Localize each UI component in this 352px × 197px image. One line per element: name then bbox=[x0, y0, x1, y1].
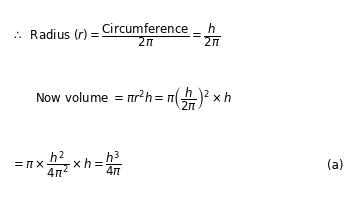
Text: $\therefore\;$ Radius $(r) = \dfrac{\mathrm{Circumference}}{2\pi} = \dfrac{h}{2\: $\therefore\;$ Radius $(r) = \dfrac{\mat… bbox=[11, 22, 220, 49]
Text: $= \pi \times \dfrac{h^2}{4\pi^2} \times h = \dfrac{h^3}{4\pi}$: $= \pi \times \dfrac{h^2}{4\pi^2} \times… bbox=[11, 150, 122, 181]
Text: Now volume $= \pi r^2 h = \pi\left(\dfrac{h}{2\pi}\right)^{2} \times h$: Now volume $= \pi r^2 h = \pi\left(\dfra… bbox=[35, 85, 232, 112]
Text: (a): (a) bbox=[327, 159, 343, 172]
